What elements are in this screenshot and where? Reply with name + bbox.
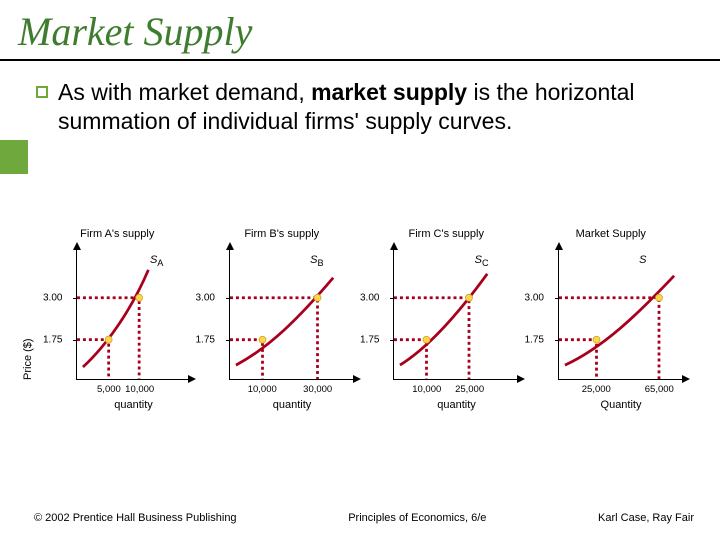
series-label: SC bbox=[475, 254, 489, 268]
footer-center: Principles of Economics, 6/e bbox=[348, 512, 486, 524]
ytick-label: 3.00 bbox=[43, 293, 62, 304]
chart-title: Firm A's supply bbox=[36, 228, 199, 240]
ytick-label: 1.75 bbox=[196, 335, 215, 346]
series-label: SA bbox=[150, 254, 163, 268]
bullet-icon bbox=[36, 86, 48, 98]
xtick-label: 65,000 bbox=[645, 384, 674, 395]
chart-title: Market Supply bbox=[530, 228, 693, 240]
xaxis-label: quantity bbox=[437, 399, 476, 411]
xaxis-label: Quantity bbox=[601, 399, 642, 411]
footer-right: Karl Case, Ray Fair bbox=[598, 512, 694, 524]
chart-panel-3: Market Supply 3.001.75S25,00065,000Quanti… bbox=[530, 228, 693, 438]
title-bar: Market Supply bbox=[0, 0, 720, 61]
ytick-label: 3.00 bbox=[196, 293, 215, 304]
yaxis-label: Price ($) bbox=[22, 338, 34, 380]
ytick-label: 3.00 bbox=[525, 293, 544, 304]
series-label: S bbox=[639, 254, 646, 266]
supply-curve bbox=[77, 248, 190, 379]
ytick-label: 1.75 bbox=[360, 335, 379, 346]
side-accent bbox=[0, 140, 28, 174]
chart-panel-1: Firm B's supply 3.001.75SB10,00030,000qua… bbox=[201, 228, 364, 438]
xtick-label: 30,000 bbox=[303, 384, 332, 395]
chart-plot: 3.001.75SB10,00030,000quantity bbox=[229, 248, 355, 380]
xaxis-label: quantity bbox=[273, 399, 312, 411]
body-prefix: As with market demand, bbox=[58, 79, 311, 105]
series-label: SB bbox=[310, 254, 323, 268]
ytick-label: 3.00 bbox=[360, 293, 379, 304]
xtick-label: 25,000 bbox=[582, 384, 611, 395]
chart-panel-2: Firm C's supply 3.001.75SC10,00025,000qua… bbox=[365, 228, 528, 438]
chart-panel-0: Firm A's supply3.001.75SA5,00010,000quan… bbox=[36, 228, 199, 438]
xtick-label: 5,000 bbox=[97, 384, 121, 395]
xtick-label: 25,000 bbox=[455, 384, 484, 395]
ytick-label: 1.75 bbox=[525, 335, 544, 346]
xaxis-label: quantity bbox=[114, 399, 153, 411]
ytick-label: 1.75 bbox=[43, 335, 62, 346]
footer-left: © 2002 Prentice Hall Business Publishing bbox=[34, 512, 237, 524]
supply-curve bbox=[559, 248, 684, 379]
supply-curve bbox=[230, 248, 355, 379]
chart-plot: 3.001.75SA5,00010,000quantity bbox=[76, 248, 190, 380]
xtick-label: 10,000 bbox=[125, 384, 154, 395]
chart-plot: 3.001.75S25,00065,000Quantity bbox=[558, 248, 684, 380]
chart-title: Firm C's supply bbox=[365, 228, 528, 240]
chart-title: Firm B's supply bbox=[201, 228, 364, 240]
footer: © 2002 Prentice Hall Business Publishing… bbox=[34, 512, 694, 524]
body-bold: market supply bbox=[311, 79, 467, 105]
xtick-label: 10,000 bbox=[248, 384, 277, 395]
slide-title: Market Supply bbox=[18, 8, 702, 55]
xtick-label: 10,000 bbox=[412, 384, 441, 395]
body-text: As with market demand, market supply is … bbox=[58, 78, 692, 136]
chart-plot: 3.001.75SC10,00025,000quantity bbox=[393, 248, 519, 380]
supply-curve bbox=[394, 248, 519, 379]
charts-row: Firm A's supply3.001.75SA5,00010,000quan… bbox=[36, 228, 692, 438]
